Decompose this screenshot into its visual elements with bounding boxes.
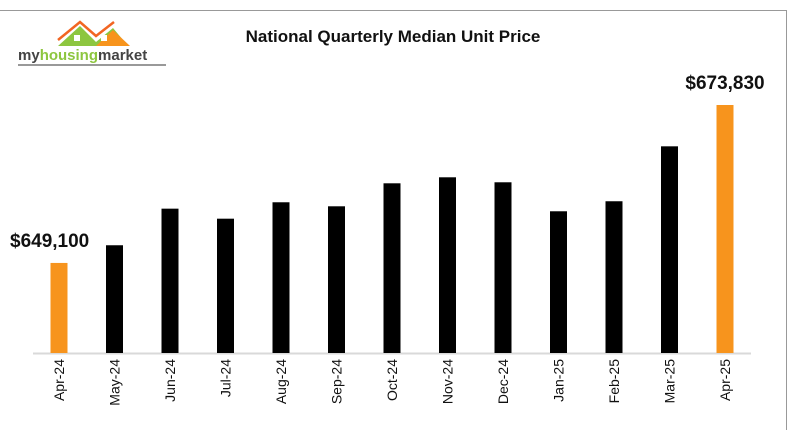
x-tick-label: Apr-24 <box>51 359 67 401</box>
x-tick-label: Aug-24 <box>273 359 289 404</box>
bar-Dec-24 <box>494 182 512 353</box>
x-tick-label: Oct-24 <box>384 359 400 401</box>
bar-Apr-24 <box>50 262 68 353</box>
x-tick-label: Feb-25 <box>606 359 622 404</box>
bar-Jan-25 <box>550 211 567 353</box>
bar-Sep-24 <box>328 206 345 353</box>
bar-Apr-25 <box>716 105 734 353</box>
chart-title: National Quarterly Median Unit Price <box>245 27 541 46</box>
x-tick-label: Sep-24 <box>329 359 345 404</box>
data-label: $649,100 <box>10 231 89 252</box>
x-tick-label: May-24 <box>107 359 123 406</box>
bar-Oct-24 <box>383 183 401 353</box>
x-tick-label: Jul-24 <box>218 359 234 397</box>
logo-roof-orange-icon <box>96 30 130 46</box>
x-tick-label: Mar-25 <box>662 359 678 404</box>
bar-Jul-24 <box>217 218 234 353</box>
x-tick-label: Nov-24 <box>440 359 456 404</box>
svg-text:myhousingmarket: myhousingmarket <box>18 47 147 64</box>
x-tick-label: Jan-25 <box>551 359 567 402</box>
bar-Mar-25 <box>661 146 678 353</box>
bar-Feb-25 <box>605 201 623 353</box>
bar-Aug-24 <box>272 202 290 353</box>
x-tick-label: Dec-24 <box>495 359 511 404</box>
bar-May-24 <box>106 245 123 353</box>
logo: myhousingmarket <box>18 20 166 66</box>
x-tick-label: Jun-24 <box>162 359 178 402</box>
data-label: $673,830 <box>685 73 764 94</box>
bar-Nov-24 <box>439 177 456 353</box>
chart-frame <box>0 10 787 430</box>
bar-Jun-24 <box>161 208 179 353</box>
x-tick-label: Apr-25 <box>717 359 733 401</box>
